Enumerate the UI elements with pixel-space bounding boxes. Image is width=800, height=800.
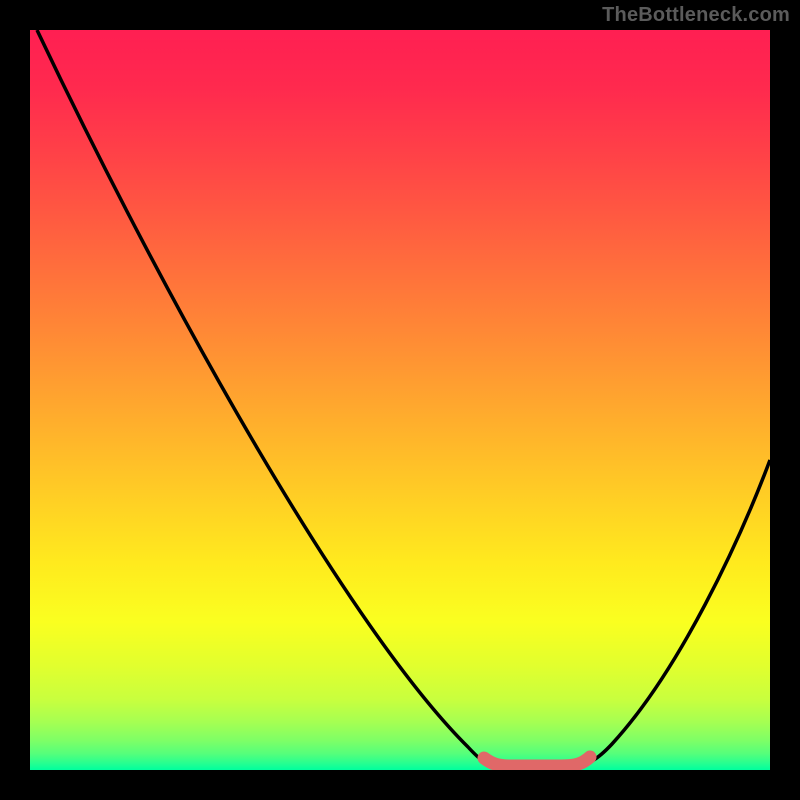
bottleneck-highlight-segment [484,757,590,766]
bottleneck-curve [37,30,770,766]
curve-layer [30,30,770,770]
chart-frame: TheBottleneck.com [0,0,800,800]
plot-area [30,30,770,770]
watermark-label: TheBottleneck.com [602,4,790,27]
